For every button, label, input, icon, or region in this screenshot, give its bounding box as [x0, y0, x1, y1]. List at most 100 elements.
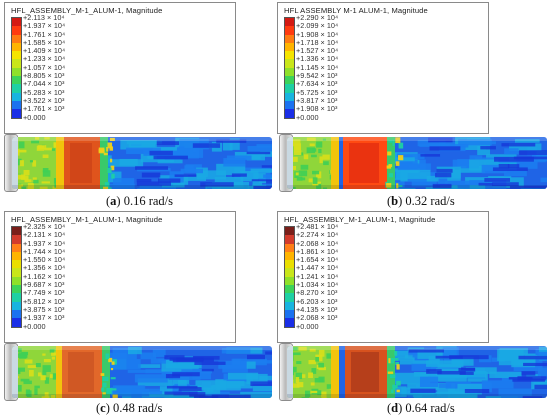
legend-label: +1.761 × 10³ — [23, 104, 65, 114]
legend-swatch — [12, 26, 21, 35]
legend-label: +5.812 × 10³ — [23, 296, 65, 306]
caption-c: (c) 0.48 rad/s — [96, 401, 163, 415]
legend-label: +1.241 × 10⁴ — [296, 271, 339, 281]
legend-swatch — [285, 92, 294, 101]
legend-label: +9.687 × 10³ — [23, 280, 65, 290]
legend-swatch — [285, 285, 294, 294]
contour-plot — [12, 346, 272, 398]
legend-swatch — [12, 42, 21, 52]
legend-swatch — [12, 276, 21, 286]
caption-a: (a) 0.16 rad/s — [106, 194, 174, 208]
legend-labels: +2.113 × 10⁴ +1.937 × 10⁴ +1.761 × 10⁴ +1.5… — [23, 13, 66, 122]
legend-swatch — [12, 51, 21, 60]
caption-b: (b) 0.32 rad/s — [387, 194, 455, 208]
legend-swatch — [12, 251, 21, 261]
legend-title: HFL ASSEMBLY M-1 ALUM-1, Magnitude — [284, 6, 428, 15]
legend-label: +0.000 — [296, 321, 319, 331]
legend-label: +0.000 — [296, 112, 319, 122]
color-scale — [284, 17, 295, 119]
legend-swatch — [12, 100, 21, 110]
contour-plot — [12, 137, 272, 189]
legend-b: HFL ASSEMBLY M-1 ALUM-1, Magnitude +2.29… — [277, 2, 489, 134]
legend-label: +2.481 × 10⁴ — [296, 222, 339, 231]
legend-labels: +2.481 × 10⁴ +2.274 × 10⁴ +2.068 × 10⁴ +1.8… — [296, 222, 339, 331]
legend-label: +3.875 × 10³ — [23, 304, 65, 314]
legend-label: +7.634 × 10³ — [296, 79, 338, 89]
legend-label: +1.550 × 10⁴ — [23, 255, 66, 265]
legend-swatch — [285, 268, 294, 277]
contour-plot — [287, 346, 547, 398]
legend-label: +4.135 × 10³ — [296, 304, 338, 314]
legend-swatch — [12, 260, 21, 269]
legend-swatch — [285, 260, 294, 269]
legend-label: +1.744 × 10⁴ — [23, 246, 66, 256]
legend-label: +1.937 × 10³ — [23, 313, 65, 323]
legend-swatch — [285, 109, 294, 118]
legend-swatch — [12, 84, 21, 93]
color-scale — [284, 226, 295, 328]
legend-swatch — [285, 100, 294, 110]
legend-swatch — [285, 76, 294, 85]
legend-swatch — [285, 301, 294, 310]
caption-d: (d) 0.64 rad/s — [387, 401, 455, 415]
legend-label: +8.270 × 10³ — [296, 288, 338, 298]
legend-label: +2.325 × 10⁴ — [23, 222, 66, 231]
color-scale — [11, 226, 22, 328]
legend-label: +1.718 × 10⁴ — [296, 37, 339, 47]
legend-label: +0.000 — [23, 321, 46, 331]
legend-label: +1.585 × 10⁴ — [23, 37, 66, 47]
legend-label: +2.113 × 10⁴ — [23, 13, 65, 22]
legend-label: +1.908 × 10⁴ — [296, 29, 339, 39]
legend-label: +2.131 × 10⁴ — [23, 230, 66, 240]
legend-swatch — [12, 92, 21, 101]
legend-swatch — [285, 51, 294, 60]
contour-bar-b — [287, 137, 547, 189]
legend-label: +2.068 × 10⁴ — [296, 238, 339, 248]
legend-swatch — [12, 67, 21, 77]
legend-label: +1.937 × 10⁴ — [23, 238, 66, 248]
legend-label: +1.356 × 10⁴ — [23, 263, 66, 273]
legend-label: +1.654 × 10⁴ — [296, 255, 339, 265]
legend-swatch — [285, 42, 294, 52]
contour-bar-c — [12, 346, 272, 398]
legend-label: +1.937 × 10⁴ — [23, 21, 66, 31]
panel-b: HFL ASSEMBLY M-1 ALUM-1, Magnitude +2.29… — [275, 0, 550, 208]
legend-label: +2.274 × 10⁴ — [296, 230, 339, 240]
legend-title: HFL_ASSEMBLY_M-1_ALUM-1, Magnitude — [11, 215, 163, 224]
legend-swatch — [12, 293, 21, 302]
legend-swatch — [285, 293, 294, 302]
legend-swatch — [285, 227, 294, 236]
legend-swatch — [285, 34, 294, 43]
legend-swatch — [285, 251, 294, 261]
legend-label: +3.817 × 10³ — [296, 95, 338, 105]
legend-swatch — [12, 235, 21, 244]
legend-swatch — [12, 301, 21, 310]
legend-c: HFL_ASSEMBLY_M-1_ALUM-1, Magnitude +2.32… — [4, 211, 236, 343]
contour-plot — [287, 137, 547, 189]
legend-d: HFL_ASSEMBLY_M-1_ALUM-1, Magnitude +2.48… — [277, 211, 489, 343]
legend-swatch — [285, 235, 294, 244]
panel-d: HFL_ASSEMBLY_M-1_ALUM-1, Magnitude +2.48… — [275, 209, 550, 417]
legend-swatch — [12, 18, 21, 27]
legend-title: HFL_ASSEMBLY_M-1_ALUM-1, Magnitude — [11, 6, 163, 15]
legend-swatch — [285, 276, 294, 286]
legend-swatch — [12, 285, 21, 294]
legend-swatch — [12, 109, 21, 118]
legend-label: +9.542 × 10³ — [296, 71, 338, 81]
legend-a: HFL_ASSEMBLY_M-1_ALUM-1, Magnitude +2.11… — [4, 2, 236, 134]
legend-swatch — [285, 26, 294, 35]
legend-label: +1.861 × 10⁴ — [296, 246, 339, 256]
legend-swatch — [12, 76, 21, 85]
legend-title: HFL_ASSEMBLY_M-1_ALUM-1, Magnitude — [284, 215, 436, 224]
legend-label: +3.522 × 10³ — [23, 95, 65, 105]
legend-label: +1.145 × 10⁴ — [296, 62, 339, 72]
legend-swatch — [12, 59, 21, 68]
legend-label: +1.233 × 10⁴ — [23, 54, 66, 64]
legend-swatch — [285, 309, 294, 319]
legend-label: +7.749 × 10³ — [23, 288, 65, 298]
legend-swatch — [285, 318, 294, 327]
legend-label: +1.057 × 10⁴ — [23, 62, 66, 72]
legend-labels: +2.290 × 10⁴ +2.099 × 10⁴ +1.908 × 10⁴ +1.7… — [296, 13, 339, 122]
legend-swatch — [285, 59, 294, 68]
legend-swatch — [12, 268, 21, 277]
